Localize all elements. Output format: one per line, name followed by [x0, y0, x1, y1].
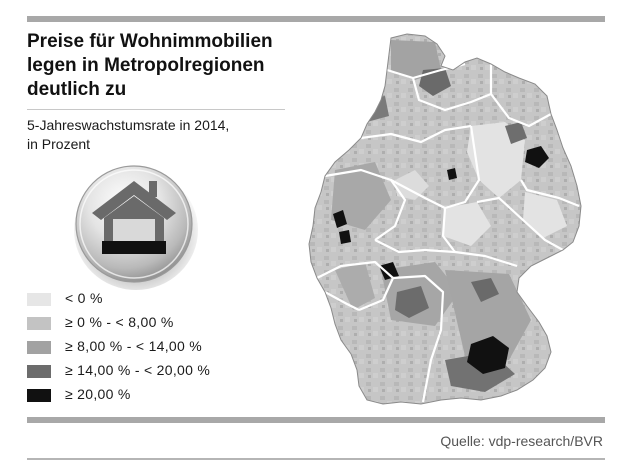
region-medium-rlp	[335, 262, 375, 310]
title-line-3: deutlich zu	[27, 79, 127, 100]
region-dark-potsdam	[505, 122, 527, 144]
region-black-hannover	[447, 168, 457, 180]
chart-subtitle: 5-Jahreswachstumsrate in 2014, in Prozen…	[27, 116, 229, 154]
title-line-1: Preise für Wohnimmobilien	[27, 31, 273, 52]
region-light-westcenter	[395, 170, 429, 200]
source-credit: Quelle: vdp-research/BVR	[440, 433, 603, 449]
legend-swatch	[27, 293, 51, 306]
legend-swatch	[27, 389, 51, 402]
bottom-rule	[27, 417, 605, 423]
house-icon	[74, 165, 198, 290]
germany-map	[295, 30, 600, 410]
map-regions	[309, 34, 581, 404]
house-badge	[70, 160, 200, 290]
legend-swatch	[27, 341, 51, 354]
legend-label: ≥ 14,00 % - < 20,00 %	[65, 362, 211, 378]
region-medium-bavaria	[445, 270, 531, 360]
legend-label: ≥ 20,00 %	[65, 386, 131, 402]
top-rule	[27, 16, 605, 22]
legend-label: ≥ 8,00 % - < 14,00 %	[65, 338, 203, 354]
region-black-koeln	[339, 230, 351, 244]
legend-label: < 0 %	[65, 290, 103, 306]
region-dark-stuttgart	[395, 286, 429, 318]
footer-rule	[27, 458, 605, 460]
subtitle-line-1: 5-Jahreswachstumsrate in 2014,	[27, 117, 230, 133]
chart-title: Preise für Wohnimmobilien legen in Metro…	[27, 30, 317, 102]
state-borders	[316, 62, 580, 403]
region-dark-nuernberg	[471, 278, 499, 302]
germany-map-svg	[308, 33, 582, 405]
title-divider	[27, 109, 285, 110]
legend-swatch	[27, 365, 51, 378]
region-medium-nrw	[331, 162, 391, 230]
region-black-duesseldorf	[333, 210, 347, 228]
region-black-berlin	[525, 146, 549, 168]
subtitle-line-2: in Prozent	[27, 136, 91, 152]
legend-swatch	[27, 317, 51, 330]
region-light-saxony	[523, 192, 567, 238]
legend-label: ≥ 0 % - < 8,00 %	[65, 314, 174, 330]
region-black-frankfurt	[379, 262, 399, 280]
region-light-center	[443, 202, 491, 246]
title-line-2: legen in Metropolregionen	[27, 55, 265, 76]
region-black-muenchen	[467, 336, 509, 374]
